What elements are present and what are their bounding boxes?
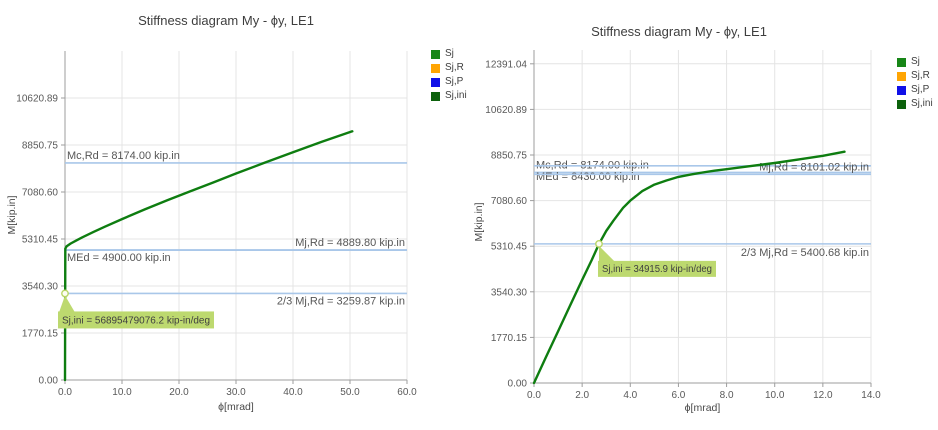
y-tick-label: 8850.75 <box>22 140 59 151</box>
y-tick-label: 1770.15 <box>22 328 59 339</box>
sjini-marker <box>61 289 69 298</box>
legend-item-Sj,ini: Sj,ini <box>897 97 933 111</box>
legend-item-Sj: Sj <box>897 55 933 69</box>
x-tick-label: 10.0 <box>765 390 785 401</box>
legend-swatch-icon <box>431 91 440 101</box>
legend-label: Sj,R <box>445 62 464 73</box>
y-axis-label: M[kip.in] <box>473 202 485 242</box>
x-tick-label: 10.0 <box>112 387 132 398</box>
legend-item-Sj,P: Sj,P <box>897 83 933 97</box>
limit-line-label: Mc,Rd = 8174.00 kip.in <box>67 150 180 162</box>
x-tick-label: 12.0 <box>813 390 833 401</box>
x-tick-label: 6.0 <box>671 390 685 401</box>
x-tick-label: 50.0 <box>340 387 360 398</box>
limit-line-label: 2/3 Mj,Rd = 3259.87 kip.in <box>277 295 405 307</box>
x-tick-label: 20.0 <box>169 387 189 398</box>
limit-line-label: MEd = 4900.00 kip.in <box>67 252 171 264</box>
annotation-pointer <box>598 245 615 262</box>
y-tick-label: 5310.45 <box>22 234 59 245</box>
x-tick-label: 0.0 <box>58 387 72 398</box>
y-tick-label: 3540.30 <box>491 287 528 298</box>
legend-label: Sj,P <box>911 84 930 95</box>
x-tick-label: 60.0 <box>397 387 417 398</box>
legend: Sj Sj,R Sj,P Sj,ini <box>897 55 933 111</box>
x-axis-label: ϕ[mrad] <box>218 401 254 413</box>
x-tick-label: 40.0 <box>283 387 303 398</box>
limit-line-label: 2/3 Mj,Rd = 5400.68 kip.in <box>741 247 869 259</box>
legend-label: Sj <box>445 48 454 59</box>
x-axis-label: ϕ[mrad] <box>684 402 721 414</box>
legend: Sj Sj,R Sj,P Sj,ini <box>431 47 467 103</box>
legend-swatch-icon <box>897 57 906 67</box>
y-tick-label: 10620.89 <box>485 105 527 116</box>
y-axis-label: M[kip.in] <box>6 195 18 235</box>
x-tick-label: 4.0 <box>623 390 637 401</box>
chart-canvas-right: 0.00 1770.15 3540.30 5310.45 7080.60 8850.75 1… <box>485 50 881 401</box>
y-tick-label: 8850.75 <box>491 151 528 162</box>
series-curve-Sj <box>63 130 354 382</box>
series-curve-Sj <box>532 150 846 385</box>
limit-line-label: Mj,Rd = 4889.80 kip.in <box>295 237 405 249</box>
legend-item-Sj,R: Sj,R <box>897 69 933 83</box>
legend-swatch-icon <box>431 49 440 59</box>
y-tick-label: 0.00 <box>39 376 59 387</box>
chart-title: Stiffness diagram My - ϕy, LE1 <box>591 24 767 39</box>
annotation-label: Sj,ini = 34915.9 kip-in/deg <box>602 264 712 275</box>
legend-swatch-icon <box>431 63 440 73</box>
y-tick-label: 10620.89 <box>16 94 58 105</box>
x-tick-label: 8.0 <box>720 390 734 401</box>
chart-canvas-left: 0.00 1770.15 3540.30 5310.45 7080.60 8850.75 1… <box>16 51 417 398</box>
x-tick-label: 14.0 <box>861 390 881 401</box>
x-tick-label: 2.0 <box>575 390 589 401</box>
y-tick-label: 7080.60 <box>491 196 528 207</box>
legend-label: Sj,R <box>911 70 930 81</box>
legend-label: Sj,P <box>445 76 464 87</box>
chart-panel-left: 0.00 1770.15 3540.30 5310.45 7080.60 8850.75 1… <box>6 13 467 413</box>
legend-swatch-icon <box>897 99 906 109</box>
legend-label: Sj <box>911 56 920 67</box>
y-tick-label: 7080.60 <box>22 187 59 198</box>
limit-line-label: MEd = 8430.00 kip.in <box>536 171 640 183</box>
y-tick-label: 3540.30 <box>22 281 59 292</box>
x-tick-label: 0.0 <box>527 390 541 401</box>
y-tick-label: 5310.45 <box>491 242 528 253</box>
y-tick-label: 12391.04 <box>485 59 527 70</box>
legend-swatch-icon <box>897 71 906 81</box>
legend-item-Sj,ini: Sj,ini <box>431 89 467 103</box>
chart-title: Stiffness diagram My - ϕy, LE1 <box>138 13 314 28</box>
limit-line-label: Mj,Rd = 8101.02 kip.in <box>759 161 869 173</box>
sjini-marker <box>595 239 603 248</box>
legend-swatch-icon <box>897 85 906 95</box>
x-tick-label: 30.0 <box>226 387 246 398</box>
annotation-box <box>58 311 214 329</box>
annotation-box <box>597 260 716 277</box>
annotation-label: Sj,ini = 56895479076.2 kip-in/deg <box>62 315 210 326</box>
legend-item-Sj,R: Sj,R <box>431 61 467 75</box>
legend-swatch-icon <box>431 77 440 87</box>
legend-label: Sj,ini <box>911 98 933 109</box>
legend-label: Sj,ini <box>445 90 467 101</box>
y-tick-label: 0.00 <box>508 379 528 390</box>
chart-panel-right: 0.00 1770.15 3540.30 5310.45 7080.60 8850.75 1… <box>470 0 938 430</box>
annotation-pointer <box>59 295 75 313</box>
y-tick-label: 1770.15 <box>491 333 528 344</box>
legend-item-Sj,P: Sj,P <box>431 75 467 89</box>
legend-item-Sj: Sj <box>431 47 467 61</box>
